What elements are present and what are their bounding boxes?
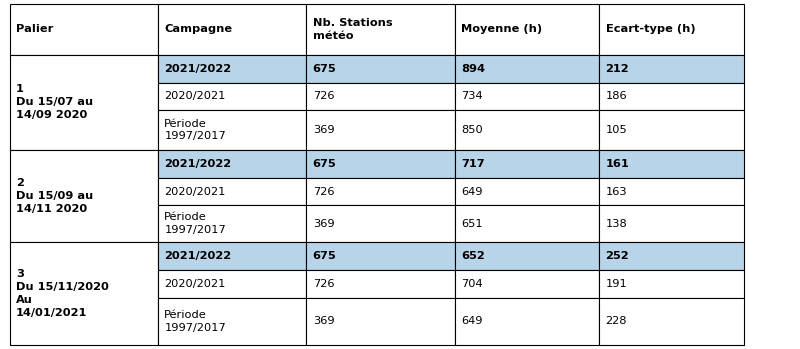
Text: 652: 652: [461, 251, 485, 261]
Bar: [306, 82, 454, 111]
Text: 369: 369: [313, 219, 334, 229]
Bar: [158, 242, 306, 270]
Bar: [306, 270, 454, 298]
Text: 850: 850: [461, 125, 483, 135]
Bar: [158, 270, 306, 298]
Text: 228: 228: [606, 317, 627, 326]
Text: 138: 138: [606, 219, 627, 229]
Text: 105: 105: [606, 125, 627, 135]
Text: 252: 252: [606, 251, 629, 261]
Text: 649: 649: [461, 186, 482, 196]
Bar: [158, 82, 306, 111]
Text: Période
1997/2017: Période 1997/2017: [164, 213, 226, 235]
Text: 161: 161: [606, 158, 630, 169]
Bar: [599, 242, 743, 270]
Bar: [306, 242, 454, 270]
Bar: [158, 150, 306, 178]
Bar: [306, 111, 454, 150]
Bar: [599, 82, 743, 111]
Bar: [599, 4, 743, 54]
Text: 704: 704: [461, 279, 482, 289]
Bar: [599, 54, 743, 82]
Bar: [158, 178, 306, 206]
Bar: [599, 111, 743, 150]
Bar: [158, 54, 306, 82]
Text: 894: 894: [461, 64, 485, 74]
Bar: [454, 4, 599, 54]
Text: 2021/2022: 2021/2022: [164, 64, 231, 74]
Bar: [158, 206, 306, 242]
Bar: [599, 206, 743, 242]
Bar: [599, 178, 743, 206]
Text: Campagne: Campagne: [164, 24, 233, 35]
Bar: [454, 82, 599, 111]
Bar: [10, 150, 158, 242]
Bar: [306, 178, 454, 206]
Text: Période
1997/2017: Période 1997/2017: [164, 119, 226, 141]
Bar: [158, 298, 306, 345]
Bar: [454, 242, 599, 270]
Bar: [10, 54, 158, 150]
Text: Nb. Stations
météo: Nb. Stations météo: [313, 18, 392, 41]
Bar: [599, 150, 743, 178]
Bar: [10, 4, 158, 54]
Text: 717: 717: [461, 158, 485, 169]
Bar: [454, 270, 599, 298]
Text: Palier: Palier: [16, 24, 54, 35]
Text: 675: 675: [313, 251, 337, 261]
Text: 3
Du 15/11/2020
Au
14/01/2021: 3 Du 15/11/2020 Au 14/01/2021: [16, 269, 109, 318]
Text: 369: 369: [313, 317, 334, 326]
Bar: [454, 111, 599, 150]
Text: 2020/2021: 2020/2021: [164, 186, 226, 196]
Bar: [454, 54, 599, 82]
Bar: [306, 298, 454, 345]
Bar: [306, 150, 454, 178]
Text: 369: 369: [313, 125, 334, 135]
Bar: [306, 4, 454, 54]
Text: 1
Du 15/07 au
14/09 2020: 1 Du 15/07 au 14/09 2020: [16, 84, 93, 120]
Text: 675: 675: [313, 158, 337, 169]
Text: 649: 649: [461, 317, 482, 326]
Text: 726: 726: [313, 91, 334, 102]
Bar: [454, 206, 599, 242]
Text: 675: 675: [313, 64, 337, 74]
Text: 726: 726: [313, 279, 334, 289]
Text: Période
1997/2017: Période 1997/2017: [164, 310, 226, 333]
Text: 2021/2022: 2021/2022: [164, 158, 231, 169]
Text: 651: 651: [461, 219, 482, 229]
Text: 2
Du 15/09 au
14/11 2020: 2 Du 15/09 au 14/11 2020: [16, 178, 94, 214]
Text: 734: 734: [461, 91, 482, 102]
Text: 726: 726: [313, 186, 334, 196]
Bar: [454, 298, 599, 345]
Text: 163: 163: [606, 186, 627, 196]
Text: 191: 191: [606, 279, 627, 289]
Bar: [454, 178, 599, 206]
Bar: [10, 242, 158, 345]
Bar: [599, 270, 743, 298]
Text: 186: 186: [606, 91, 627, 102]
Text: Ecart-type (h): Ecart-type (h): [606, 24, 695, 35]
Bar: [158, 4, 306, 54]
Bar: [158, 111, 306, 150]
Text: Moyenne (h): Moyenne (h): [461, 24, 542, 35]
Text: 2020/2021: 2020/2021: [164, 279, 226, 289]
Bar: [306, 206, 454, 242]
Bar: [306, 54, 454, 82]
Text: 212: 212: [606, 64, 629, 74]
Text: 2020/2021: 2020/2021: [164, 91, 226, 102]
Text: 2021/2022: 2021/2022: [164, 251, 231, 261]
Bar: [599, 298, 743, 345]
Bar: [454, 150, 599, 178]
